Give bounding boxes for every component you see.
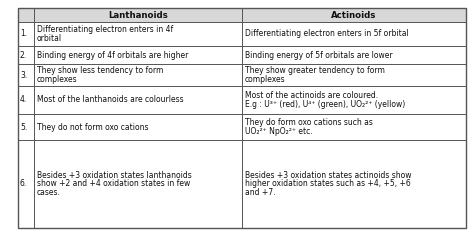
Text: UO₂²⁺ NpO₂²⁺ etc.: UO₂²⁺ NpO₂²⁺ etc.	[245, 127, 313, 136]
Text: They do form oxo cations such as: They do form oxo cations such as	[245, 118, 373, 127]
Bar	[34, 8, 242, 22]
Text: Most of the actinoids are coloured.: Most of the actinoids are coloured.	[245, 91, 378, 100]
Bar	[34, 64, 242, 86]
Bar	[242, 8, 466, 22]
Bar	[34, 22, 242, 46]
Bar	[18, 114, 34, 140]
Text: 5.: 5.	[20, 123, 27, 132]
Text: orbital: orbital	[37, 34, 62, 43]
Text: Binding energy of 4f orbitals are higher: Binding energy of 4f orbitals are higher	[37, 51, 188, 59]
Bar	[242, 8, 466, 22]
Bar	[34, 64, 242, 86]
Text: higher oxidation states such as +4, +5, +6: higher oxidation states such as +4, +5, …	[245, 179, 411, 189]
Bar	[18, 8, 34, 22]
Bar	[242, 114, 466, 140]
Bar	[18, 64, 34, 86]
Bar	[242, 46, 466, 64]
Bar	[242, 46, 466, 64]
Bar	[34, 86, 242, 114]
Bar	[34, 46, 242, 64]
Bar	[34, 114, 242, 140]
Text: 2.: 2.	[20, 51, 27, 59]
Text: show +2 and +4 oxidation states in few: show +2 and +4 oxidation states in few	[37, 179, 190, 189]
Text: E.g : U³⁺ (red), U⁴⁺ (green), UO₂²⁺ (yellow): E.g : U³⁺ (red), U⁴⁺ (green), UO₂²⁺ (yel…	[245, 100, 405, 109]
Bar	[242, 140, 466, 228]
Text: They show less tendency to form: They show less tendency to form	[37, 66, 164, 75]
Bar	[18, 46, 34, 64]
Text: Binding energy of 5f orbitals are lower: Binding energy of 5f orbitals are lower	[245, 51, 392, 59]
Text: Differentiating electron enters in 5f orbital: Differentiating electron enters in 5f or…	[245, 29, 409, 39]
Bar	[242, 64, 466, 86]
Bar	[18, 64, 34, 86]
Bar	[18, 86, 34, 114]
Text: Actinoids: Actinoids	[331, 11, 377, 19]
Bar	[18, 46, 34, 64]
Bar	[242, 86, 466, 114]
Text: Besides +3 oxidation states actinoids show: Besides +3 oxidation states actinoids sh…	[245, 171, 411, 180]
Bar	[34, 22, 242, 46]
Bar	[242, 22, 466, 46]
Bar	[242, 86, 466, 114]
Bar	[34, 8, 242, 22]
Bar	[18, 86, 34, 114]
Bar	[18, 140, 34, 228]
Bar	[242, 140, 466, 228]
Bar	[242, 114, 466, 140]
Bar	[34, 140, 242, 228]
Bar	[242, 64, 466, 86]
Text: and +7.: and +7.	[245, 188, 275, 197]
Bar	[34, 46, 242, 64]
Text: complexes: complexes	[245, 75, 286, 84]
Text: Most of the lanthanoids are colourless: Most of the lanthanoids are colourless	[37, 95, 183, 105]
Bar	[18, 114, 34, 140]
Text: Besides +3 oxidation states lanthanoids: Besides +3 oxidation states lanthanoids	[37, 171, 192, 180]
Bar	[18, 22, 34, 46]
Text: complexes: complexes	[37, 75, 78, 84]
Text: They do not form oxo cations: They do not form oxo cations	[37, 123, 148, 132]
Text: 4.: 4.	[20, 95, 27, 105]
Bar	[18, 8, 34, 22]
Text: 3.: 3.	[20, 70, 27, 80]
Bar	[34, 140, 242, 228]
Bar	[18, 22, 34, 46]
Text: They show greater tendency to form: They show greater tendency to form	[245, 66, 385, 75]
Bar	[34, 86, 242, 114]
Bar	[34, 114, 242, 140]
Text: cases.: cases.	[37, 188, 61, 197]
Bar	[18, 140, 34, 228]
Text: 6.: 6.	[20, 179, 27, 189]
Text: Differentiating electron enters in 4f: Differentiating electron enters in 4f	[37, 25, 173, 34]
Bar	[242, 22, 466, 46]
Text: Lanthanoids: Lanthanoids	[108, 11, 168, 19]
Text: 1.: 1.	[20, 29, 27, 39]
